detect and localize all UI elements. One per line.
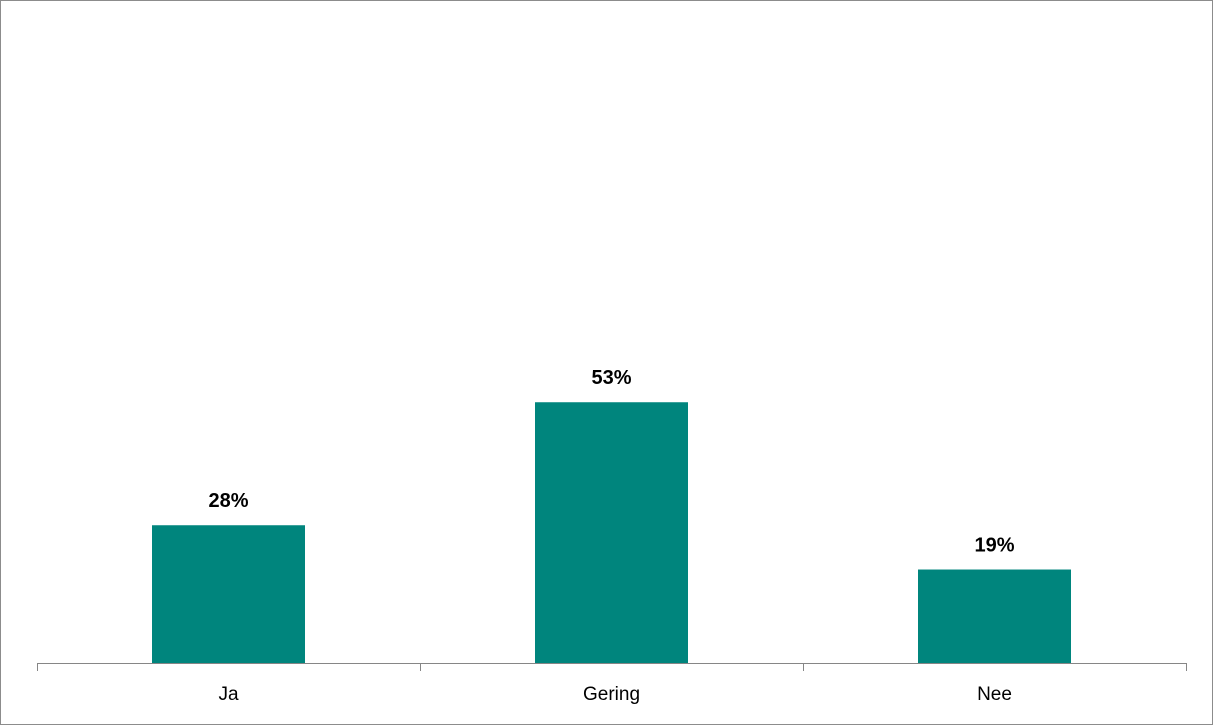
data-label-ja: 28% <box>208 490 248 512</box>
bar-ja <box>152 525 305 663</box>
bar-nee <box>918 569 1071 663</box>
data-label-gering: 53% <box>591 367 631 389</box>
x-axis: Ja Gering Nee <box>37 663 1187 705</box>
data-label-nee: 19% <box>974 535 1014 557</box>
bar-gering <box>535 402 688 663</box>
data-labels-layer: 28% 53% 19% <box>208 367 1014 556</box>
x-tick-label-ja: Ja <box>218 684 239 705</box>
x-tick-label-gering: Gering <box>583 684 640 705</box>
x-tick-label-nee: Nee <box>977 684 1012 705</box>
bars-layer <box>152 402 1071 663</box>
